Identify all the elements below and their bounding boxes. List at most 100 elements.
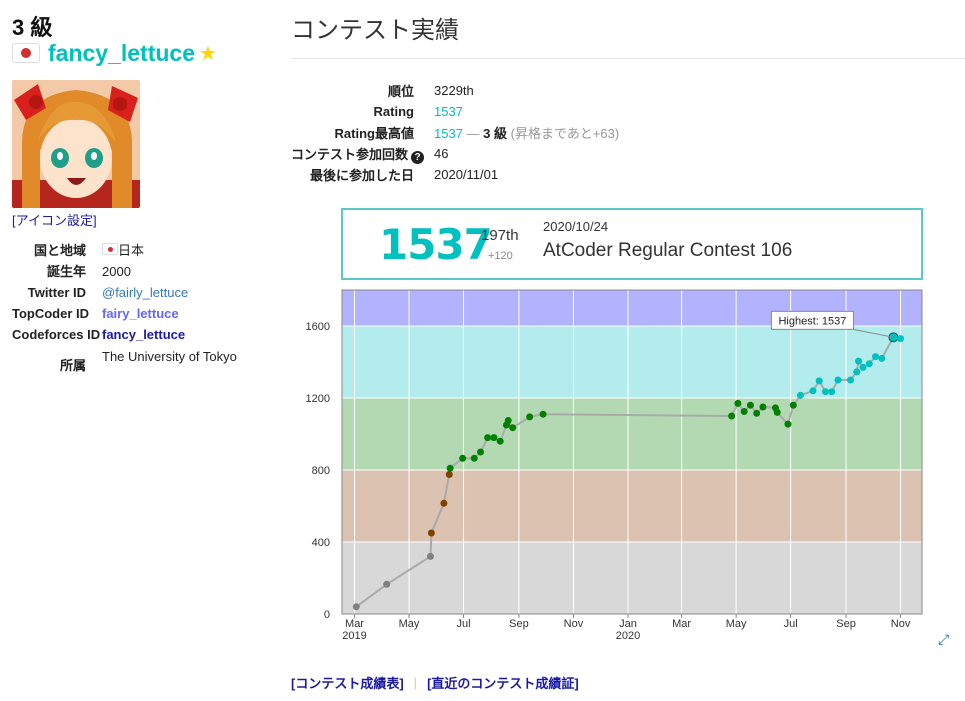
info-row-birth: 誕生年 2000 <box>12 261 267 282</box>
info-row-affiliation: 所属 The University of Tokyo <box>12 345 267 375</box>
band-green <box>342 398 922 470</box>
rating-point <box>459 454 467 462</box>
info-row-country: 国と地域 日本 <box>12 240 267 261</box>
twitter-link[interactable]: @fairly_lettuce <box>102 285 189 300</box>
rating-point <box>865 360 873 368</box>
star-icon: ★ <box>199 42 217 65</box>
contest-certificate-link[interactable]: [直近のコンテスト成績証] <box>427 676 579 691</box>
contest-history-link[interactable]: [コンテスト成績表] <box>291 676 404 691</box>
page-title: コンテスト実績 <box>291 17 459 44</box>
rating-point <box>509 424 517 432</box>
country-name: 日本 <box>118 243 145 258</box>
stats-key: コンテスト参加回数? <box>291 144 434 164</box>
rating-point <box>789 401 797 409</box>
icon-settings-link[interactable]: [アイコン設定] <box>12 213 97 228</box>
rating-point <box>496 437 504 445</box>
rating-point <box>426 552 434 560</box>
rating-point <box>784 420 792 428</box>
rating-point <box>539 410 547 418</box>
rating-point <box>872 353 880 361</box>
stats-key: 順位 <box>387 84 414 99</box>
codeforces-link[interactable]: fancy_lettuce <box>102 327 186 342</box>
rank-title: 3 級 <box>12 15 53 40</box>
stats-row-count: コンテスト参加回数? 46 <box>291 143 619 164</box>
stats-row-rank: 順位 3229th <box>291 80 619 101</box>
rating-point <box>853 368 861 376</box>
x-tick-label: Mar <box>672 618 691 630</box>
highest-box <box>770 310 854 330</box>
latest-diff: +120 <box>488 250 513 262</box>
stats-row-rating: Rating 1537 <box>291 101 619 122</box>
x-tick-label: Jan <box>619 618 637 630</box>
band-gray <box>342 542 922 614</box>
latest-rank: 197th <box>481 227 519 244</box>
info-row-codeforces: Codeforces ID fancy_lettuce <box>12 324 267 345</box>
question-circle-icon[interactable]: ? <box>411 150 425 164</box>
link-separator: | <box>413 675 418 690</box>
band-brown <box>342 470 922 542</box>
x-tick-label: Nov <box>564 618 584 630</box>
x-tick-label: Mar <box>345 618 364 630</box>
rating-point <box>504 417 512 424</box>
x-tick-label: May <box>399 618 420 630</box>
rating-point <box>445 471 453 478</box>
rating-point <box>809 387 817 395</box>
rating-point <box>859 363 867 371</box>
username-link[interactable]: fancy_lettuce <box>48 39 196 66</box>
rating-point <box>477 448 485 456</box>
rating-point <box>773 408 781 416</box>
topcoder-link[interactable]: fairy_lettuce <box>102 306 179 321</box>
rating-point <box>427 529 435 537</box>
rating-point <box>828 388 836 396</box>
rating-point <box>796 391 804 399</box>
rating-point <box>440 499 448 507</box>
count-label: コンテスト参加回数 <box>291 146 409 162</box>
rating-point <box>490 434 498 442</box>
rating-point <box>878 354 886 362</box>
rating-point <box>821 388 829 396</box>
rating-point <box>484 434 492 442</box>
rating-point <box>815 377 823 385</box>
rating-point <box>753 409 761 417</box>
x-tick-year-label: 2020 <box>616 630 640 642</box>
info-key: 国と地域 <box>33 243 86 258</box>
max-rating-dash: — <box>466 126 480 141</box>
x-tick-label: Nov <box>891 618 911 630</box>
band-cyan <box>342 326 922 398</box>
x-tick-label: Sep <box>509 618 529 630</box>
affiliation-value: The University of Tokyo <box>102 349 237 364</box>
japan-flag-icon <box>102 243 118 255</box>
y-tick-label: 400 <box>312 537 330 549</box>
profile-sidebar: 3 級 fancy_lettuce ★ [アイコン設定] 国と地域 日本 <box>0 0 280 701</box>
max-rating-number: 1537 <box>434 126 463 141</box>
plot-border <box>341 289 923 615</box>
title-divider <box>291 58 965 59</box>
y-tick-label: 800 <box>312 465 330 477</box>
x-tick-label: Sep <box>836 618 856 630</box>
info-key: 所属 <box>59 358 86 373</box>
rating-point <box>847 376 855 384</box>
info-key: Codeforces ID <box>12 327 101 342</box>
expand-icon[interactable]: ⤢ <box>938 631 950 647</box>
highest-label: Highest: 1537 <box>778 315 846 327</box>
max-rating-value: 1537 — 3 級 (昇格まであと+63) <box>434 123 619 142</box>
rating-value: 1537 <box>434 104 463 119</box>
x-tick-label: Jul <box>457 618 471 630</box>
count-value: 46 <box>434 146 449 161</box>
y-tick-label: 0 <box>324 609 330 621</box>
highest-pointer <box>853 328 894 338</box>
rating-point <box>746 401 754 409</box>
y-tick-label: 1600 <box>306 321 330 333</box>
stats-key: 最後に参加した日 <box>309 168 414 183</box>
latest-date: 2020/10/24 <box>543 219 609 234</box>
latest-contest-card: 1537 197th +120 2020/10/24 AtCoder Regul… <box>341 208 923 280</box>
rating-point <box>834 376 842 384</box>
bottom-links: [コンテスト成績表] | [直近のコンテスト成績証] <box>291 673 579 692</box>
rank-value: 3229th <box>434 83 474 98</box>
stats-row-max-rating: Rating最高値 1537 — 3 級 (昇格まであと+63) <box>291 122 620 143</box>
max-rating-rank: 3 級 <box>483 126 508 141</box>
rating-point <box>352 603 360 611</box>
latest-contest-name[interactable]: AtCoder Regular Contest 106 <box>543 240 793 261</box>
